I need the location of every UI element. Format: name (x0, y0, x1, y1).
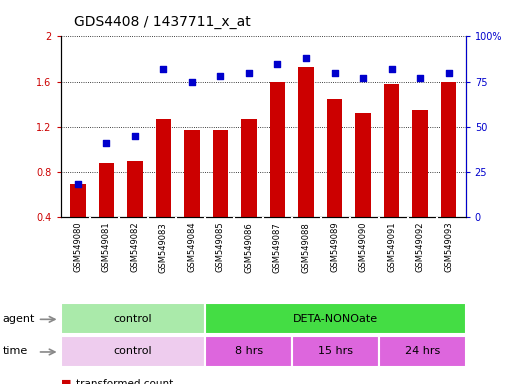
Point (331, 70, 339, 76)
Point (187, 79, 196, 85)
Text: GDS4408 / 1437711_x_at: GDS4408 / 1437711_x_at (73, 15, 250, 29)
Text: agent: agent (3, 314, 35, 324)
Text: control: control (114, 314, 153, 324)
Bar (441, 82, 456, 262)
Bar (205, 303, 466, 334)
Bar (298, 67, 314, 262)
Bar (213, 130, 228, 262)
Text: 24 hrs: 24 hrs (404, 346, 440, 356)
Point (445, 70, 453, 76)
Bar (61, 336, 205, 367)
Point (130, 133, 139, 139)
Bar (412, 110, 428, 262)
Bar (384, 84, 399, 262)
Bar (355, 113, 371, 262)
Text: DETA-NONOate: DETA-NONOate (293, 314, 378, 324)
Text: control: control (114, 346, 153, 356)
Bar (184, 130, 200, 262)
Text: 8 hrs: 8 hrs (234, 346, 263, 356)
Point (359, 75, 367, 81)
Point (244, 70, 253, 76)
Bar (70, 184, 86, 262)
Bar (327, 99, 342, 262)
Bar (99, 163, 114, 262)
Bar (379, 336, 466, 367)
Point (216, 73, 224, 79)
Point (388, 66, 396, 72)
Text: transformed count: transformed count (76, 379, 173, 384)
Point (73, 181, 82, 187)
Bar (292, 336, 379, 367)
Point (274, 61, 282, 67)
Text: time: time (3, 346, 28, 356)
Bar (127, 161, 143, 262)
Bar (241, 119, 257, 262)
Point (159, 66, 167, 72)
Bar (205, 336, 292, 367)
Point (416, 75, 425, 81)
Text: ■: ■ (61, 379, 75, 384)
Point (102, 140, 110, 146)
Point (302, 55, 310, 61)
Text: 15 hrs: 15 hrs (318, 346, 353, 356)
Bar (270, 82, 285, 262)
Bar (156, 119, 171, 262)
Bar (61, 303, 205, 334)
